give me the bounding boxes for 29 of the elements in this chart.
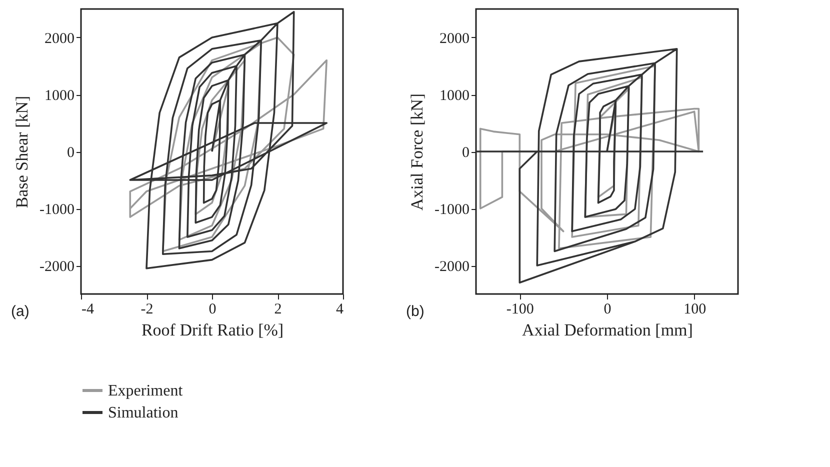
x-tick-label: 2 — [274, 302, 282, 318]
line-series — [129, 10, 328, 270]
x-tick-label: 0 — [208, 302, 216, 318]
legend-label: Simulation — [108, 404, 178, 422]
text: (b) — [406, 303, 424, 320]
y-tick-label: 2000 — [44, 31, 74, 47]
x-tick-label: -100 — [506, 302, 534, 318]
y-tick-label: 0 — [67, 145, 74, 161]
x-tick-label: 0 — [604, 302, 612, 318]
x-axis-title: Axial Deformation [mm] — [522, 320, 693, 340]
y-tick-label: -2000 — [40, 259, 74, 275]
y-axis-title: Base Shear [kN] — [12, 96, 32, 208]
x-axis-title: Roof Drift Ratio [%] — [141, 320, 284, 340]
y-tick-label: 1000 — [440, 88, 470, 104]
y-tick-label: -2000 — [434, 259, 470, 275]
text: (a) — [11, 303, 30, 320]
x-tick-label: 100 — [684, 302, 706, 318]
x-tick-label: 4 — [336, 302, 344, 318]
y-axis-title: Axial Force [kN] — [408, 93, 427, 211]
y-tick-label: -1000 — [40, 202, 74, 218]
line-series — [476, 48, 704, 284]
y-tick-label: 1000 — [44, 88, 74, 104]
x-tick-label: -2 — [140, 302, 154, 318]
y-tick-label: 0 — [462, 145, 470, 161]
y-tick-label: 2000 — [440, 31, 470, 47]
legend-label: Experiment — [108, 382, 184, 400]
x-tick-label: -4 — [82, 302, 94, 318]
y-tick-label: -1000 — [434, 202, 470, 218]
line-series — [129, 36, 328, 252]
